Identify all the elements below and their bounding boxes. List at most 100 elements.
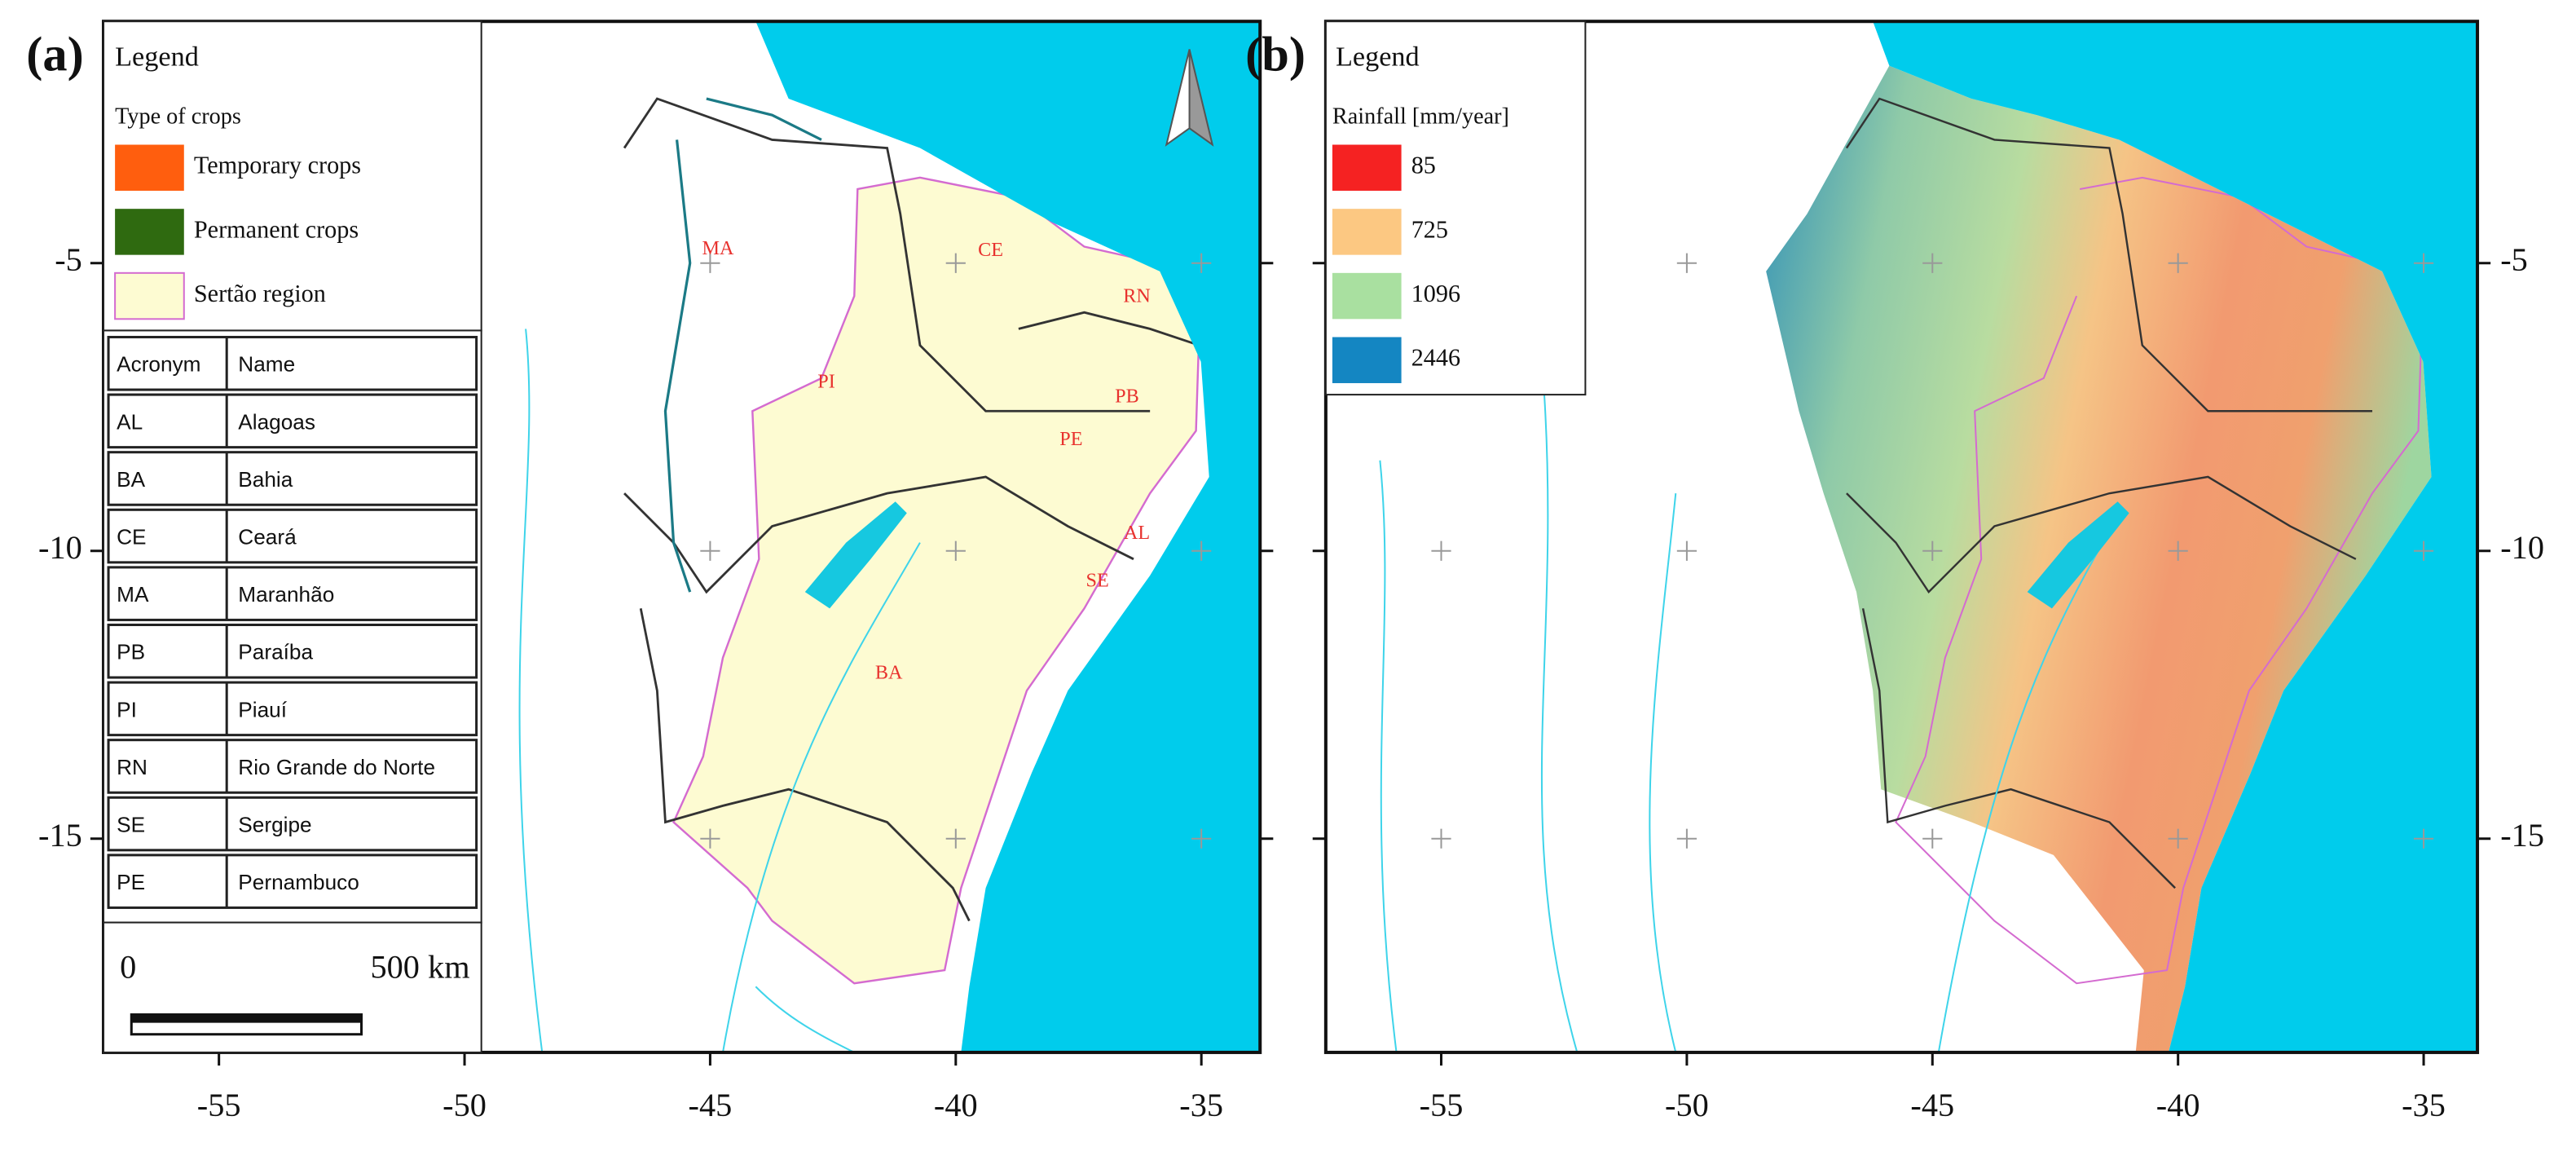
y-tick-label: -15 — [2500, 817, 2544, 854]
panel-label: (a) — [26, 27, 84, 82]
x-tick-label: -35 — [1179, 1087, 1223, 1123]
table-row — [107, 623, 478, 679]
scale-end: 500 km — [370, 948, 469, 985]
legend-swatch — [115, 144, 184, 191]
y-tick-label: -5 — [2500, 241, 2528, 278]
legend-value: 85 — [1411, 152, 1436, 179]
table-cell: Alagoas — [238, 409, 315, 434]
state-label: PE — [1059, 428, 1082, 450]
table-row — [107, 508, 478, 564]
table-cell: Piauí — [238, 697, 287, 721]
scale-start: 0 — [120, 948, 136, 985]
state-label: BA — [875, 662, 903, 684]
rainfall-surface — [1766, 65, 2432, 1052]
acronym-table: Acronym Name AL Alagoas BA Bahia CE Ceará MA Mara… — [102, 329, 482, 924]
legend-title: Legend — [115, 41, 199, 72]
grid-cross — [1676, 253, 1698, 273]
grid-cross — [1191, 540, 1212, 561]
crop-legend: Legend Type of crops Temporary crops Per… — [102, 20, 482, 332]
legend-heading: Type of crops — [115, 104, 241, 130]
x-tick-label: -45 — [1910, 1087, 1954, 1123]
legend-heading: Rainfall [mm/year] — [1332, 104, 1509, 130]
table-row — [107, 393, 478, 449]
legend-swatch — [114, 271, 185, 320]
grid-cross — [2168, 540, 2188, 561]
grid-cross — [1191, 828, 1212, 849]
grid-cross — [1191, 253, 1212, 273]
coordinate-ticks: -55 -50 -45 -40 -35-5-10-15-55 -50 -45 -40 -35-5… — [38, 241, 2544, 1123]
table-cell: Acronym — [117, 352, 200, 377]
grid-cross — [1431, 828, 1451, 849]
y-tick-label: -5 — [55, 241, 82, 278]
x-tick-label: -35 — [2402, 1087, 2446, 1123]
table-cell: MA — [117, 582, 149, 607]
table-cell: AL — [117, 409, 143, 434]
grid-cross — [700, 540, 720, 561]
y-tick-label: -10 — [38, 529, 82, 566]
table-cell: BA — [117, 467, 145, 492]
x-tick-label: -50 — [443, 1087, 487, 1123]
table-cell: CE — [117, 525, 146, 549]
x-tick-label: -40 — [2156, 1087, 2200, 1123]
table-cell: PB — [117, 640, 145, 664]
x-tick-label: -50 — [1665, 1087, 1709, 1123]
grid-cross — [945, 540, 966, 561]
state-label: CE — [978, 239, 1003, 261]
panel-label: (b) — [1245, 27, 1306, 82]
legend-title: Legend — [1336, 41, 1420, 72]
table-row — [107, 796, 478, 852]
state-label: SE — [1086, 570, 1109, 592]
table-cell: Pernambuco — [238, 870, 359, 894]
grid-cross — [2413, 540, 2434, 561]
grid-cross — [945, 828, 966, 849]
legend-value: 2446 — [1411, 344, 1460, 372]
table-row — [107, 335, 478, 391]
grid-cross — [1922, 540, 1943, 561]
x-tick-label: -55 — [1420, 1087, 1464, 1123]
y-tick-label: -10 — [2500, 529, 2544, 566]
table-cell: PI — [117, 697, 137, 721]
state-label: PI — [817, 371, 835, 393]
grid-cross — [2413, 253, 2434, 273]
y-tick-label: -15 — [38, 817, 82, 854]
legend-item: Permanent crops — [194, 215, 359, 243]
table-cell: RN — [117, 755, 148, 779]
legend-value: 725 — [1411, 215, 1448, 243]
table-cell: Rio Grande do Norte — [238, 755, 435, 779]
table-row — [107, 566, 478, 621]
table-cell: SE — [117, 812, 145, 836]
state-label: PB — [1115, 386, 1139, 408]
x-tick-label: -55 — [197, 1087, 241, 1123]
table-cell: Sergipe — [238, 812, 311, 836]
grid-cross — [1922, 253, 1943, 273]
grid-cross — [2168, 828, 2188, 849]
table-row — [107, 451, 478, 506]
table-cell: Name — [238, 352, 295, 377]
legend-item: Temporary crops — [194, 152, 361, 179]
scale-bar: 0 500 km — [102, 921, 482, 1053]
table-cell: Bahia — [238, 467, 293, 492]
legend-item: Sertão region — [194, 280, 326, 307]
grid-cross — [700, 828, 720, 849]
rainfall-legend: Legend Rainfall [mm/year] 85 725 1096 24… — [1324, 20, 1587, 396]
state-label: RN — [1123, 285, 1151, 307]
state-label: AL — [1124, 522, 1150, 544]
grid-cross — [700, 253, 720, 273]
x-tick-label: -40 — [934, 1087, 978, 1123]
table-cell: Maranhão — [238, 582, 334, 607]
x-tick-label: -45 — [689, 1087, 733, 1123]
state-label: MA — [702, 237, 733, 259]
table-row — [107, 681, 478, 737]
table-cell: Ceará — [238, 525, 297, 549]
table-cell: Paraíba — [238, 640, 313, 664]
ocean — [755, 21, 1261, 1052]
grid-cross — [2413, 828, 2434, 849]
legend-value: 1096 — [1411, 280, 1460, 307]
legend-swatch — [115, 209, 184, 255]
table-row — [107, 854, 478, 909]
grid-cross — [945, 253, 966, 273]
grid-cross — [2168, 253, 2188, 273]
table-row — [107, 739, 478, 794]
